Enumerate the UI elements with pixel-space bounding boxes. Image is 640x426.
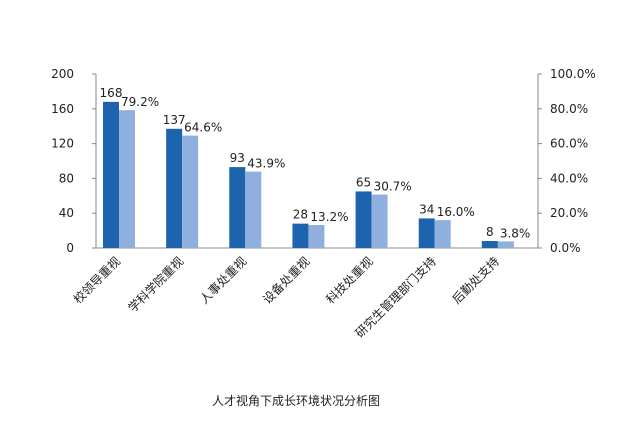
left-tick-label: 200	[51, 67, 74, 81]
data-label-count: 28	[293, 208, 308, 222]
bar-percent	[245, 171, 262, 248]
left-tick-label: 160	[51, 102, 74, 116]
chart-title: 人才视角下成长环境状况分析图	[212, 393, 380, 408]
left-tick-label: 80	[59, 171, 74, 185]
data-label-count: 8	[486, 225, 494, 239]
data-label-count: 168	[100, 86, 123, 100]
data-label-percent: 43.9%	[247, 157, 285, 171]
category-label: 后勤处支持	[449, 254, 502, 307]
right-tick-label: 80.0%	[550, 102, 588, 116]
data-label-percent: 64.6%	[184, 121, 222, 135]
data-label-percent: 3.8%	[500, 226, 531, 240]
bar-percent	[308, 225, 325, 248]
bar-count	[166, 128, 183, 248]
bar-count	[292, 223, 309, 248]
right-tick-label: 60.0%	[550, 137, 588, 151]
right-y-axis: 0.0% 20.0% 40.0% 60.0% 80.0% 100.0%	[537, 67, 596, 255]
data-label-count: 65	[356, 175, 371, 189]
category-label: 人事处重视	[196, 254, 249, 307]
left-tick-label: 0	[66, 241, 74, 255]
left-tick-label: 40	[59, 206, 74, 220]
bar-percent	[497, 241, 514, 248]
category-label: 学科学院重视	[125, 254, 187, 316]
right-tick-label: 40.0%	[550, 171, 588, 185]
category-label: 设备处重视	[260, 254, 313, 307]
data-label-count: 93	[230, 151, 245, 165]
category-label: 校领导重视	[70, 254, 123, 307]
category-label: 科技处重视	[323, 254, 376, 307]
data-label-percent: 16.0%	[437, 205, 475, 219]
data-label-percent: 30.7%	[374, 180, 412, 194]
right-tick-label: 20.0%	[550, 206, 588, 220]
bar-count	[103, 101, 119, 248]
bar-count	[355, 191, 372, 248]
bar-percent	[119, 110, 135, 248]
bar-count	[481, 241, 498, 248]
data-label-count: 137	[163, 113, 186, 127]
left-tick-label: 120	[51, 137, 74, 151]
bar-count	[418, 218, 435, 248]
bar-series	[103, 101, 514, 248]
data-label-percent: 79.2%	[121, 95, 159, 109]
bar-percent	[434, 220, 451, 248]
right-tick-label: 0.0%	[550, 241, 581, 255]
data-label-percent: 13.2%	[310, 210, 348, 224]
bar-percent	[371, 194, 388, 248]
bar-percent	[182, 135, 199, 248]
bar-count	[229, 167, 246, 248]
right-tick-label: 100.0%	[550, 67, 596, 81]
data-label-count: 34	[419, 202, 434, 216]
